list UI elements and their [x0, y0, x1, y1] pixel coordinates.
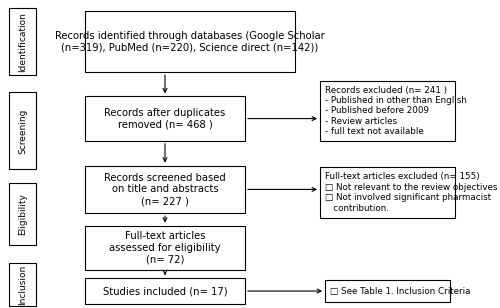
- Text: Screening: Screening: [18, 108, 27, 154]
- Bar: [85, 225, 245, 270]
- Text: Records identified through databases (Google Scholar
(n=319), PubMed (n=220), Sc: Records identified through databases (Go…: [55, 31, 325, 52]
- Text: Records screened based
on title and abstracts
(n= 227 ): Records screened based on title and abst…: [104, 173, 226, 206]
- Text: □ See Table 1. Inclusion Criteria: □ See Table 1. Inclusion Criteria: [330, 286, 470, 296]
- Text: Eligibility: Eligibility: [18, 193, 27, 235]
- Text: Records after duplicates
removed (n= 468 ): Records after duplicates removed (n= 468…: [104, 108, 226, 129]
- Bar: [8, 263, 36, 306]
- Bar: [320, 167, 455, 218]
- Text: Full-text articles excluded (n= 155)
□ Not relevant to the review objectives
□ N: Full-text articles excluded (n= 155) □ N…: [325, 172, 498, 213]
- Bar: [85, 166, 245, 213]
- Text: Records excluded (n= 241 )
- Published in other than English
- Published before : Records excluded (n= 241 ) - Published i…: [325, 86, 467, 136]
- Bar: [8, 92, 36, 169]
- Bar: [325, 280, 450, 302]
- Text: Inclusion: Inclusion: [18, 265, 27, 305]
- Bar: [8, 183, 36, 245]
- Text: Studies included (n= 17): Studies included (n= 17): [102, 286, 228, 296]
- Bar: [85, 96, 245, 141]
- Bar: [85, 11, 295, 72]
- Text: Identification: Identification: [18, 12, 27, 71]
- Text: Full-text articles
assessed for eligibility
(n= 72): Full-text articles assessed for eligibil…: [109, 231, 221, 265]
- Bar: [8, 8, 36, 75]
- Bar: [85, 278, 245, 304]
- Bar: [320, 81, 455, 141]
